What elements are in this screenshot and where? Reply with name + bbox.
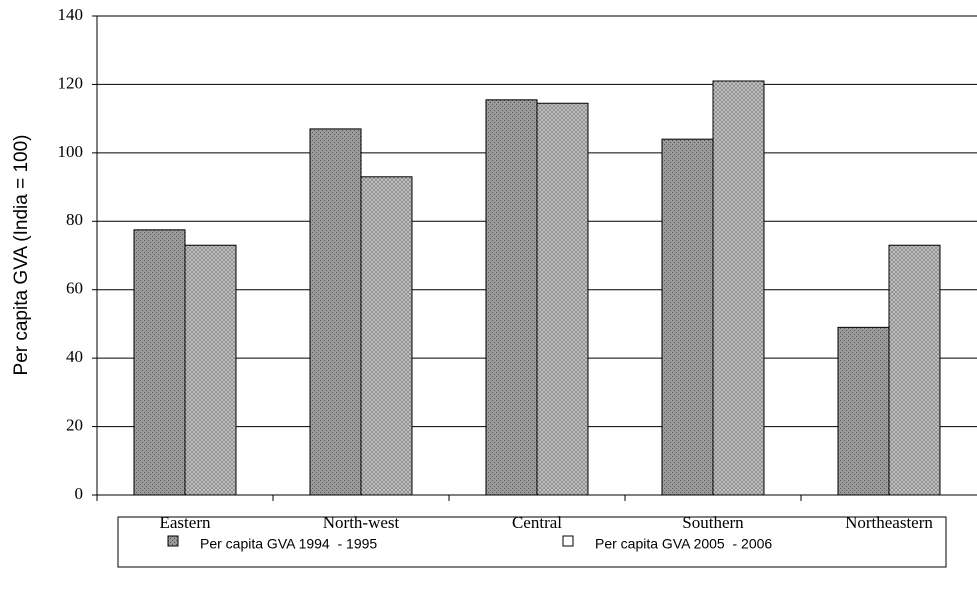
bar [133,229,186,496]
x-tick-label: Central [512,513,562,532]
bar [837,326,890,496]
legend-marker [562,535,574,547]
bar [536,102,589,496]
y-tick-label: 100 [58,142,84,161]
legend-label: Per capita GVA 2005 - 2006 [595,536,772,552]
legend-box [117,516,947,568]
y-tick-label: 120 [58,73,84,92]
x-tick-label: Northeastern [845,513,933,532]
bar [309,128,362,496]
y-tick-label: 140 [58,5,84,24]
bar [661,138,714,496]
bar [485,99,538,496]
bar [360,176,413,496]
x-tick-label: Eastern [160,513,211,532]
y-tick-label: 80 [66,210,83,229]
bar [888,244,941,496]
y-tick-label: 60 [66,279,83,298]
legend-marker [167,535,179,547]
y-tick-label: 40 [66,347,83,366]
bar [712,80,765,496]
x-tick-label: North-west [323,513,400,532]
y-tick-label: 0 [75,484,84,503]
bar [184,244,237,496]
x-tick-label: Southern [682,513,744,532]
legend-label: Per capita GVA 1994 - 1995 [200,536,377,552]
y-axis-label: Per capita GVA (India = 100) [11,135,32,376]
y-tick-label: 20 [66,415,83,434]
